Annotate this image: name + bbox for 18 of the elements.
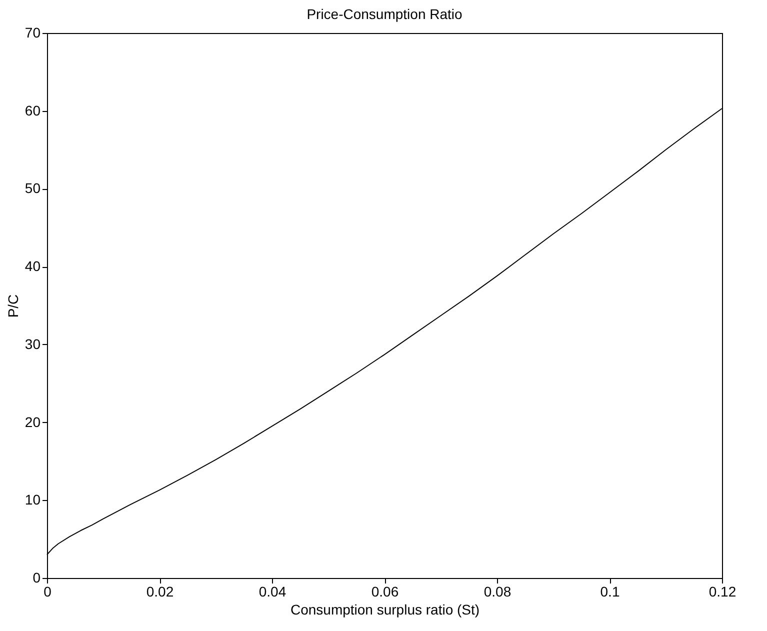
y-tick-label: 50 <box>24 180 41 196</box>
x-tick-label: 0 <box>44 584 52 600</box>
x-tick-label: 0.08 <box>484 584 512 600</box>
y-tick-label: 10 <box>24 492 41 508</box>
y-tick-label: 30 <box>24 336 41 352</box>
x-axis-title: Consumption surplus ratio (St) <box>290 602 480 618</box>
y-tick-label: 40 <box>24 258 41 274</box>
x-tick-label: 0.04 <box>258 584 286 600</box>
y-tick-label: 60 <box>24 102 41 118</box>
y-tick-label: 0 <box>32 570 41 586</box>
x-tick-label: 0.12 <box>708 584 736 600</box>
y-tick-label: 70 <box>24 24 41 40</box>
x-tick-label: 0.06 <box>371 584 399 600</box>
x-tick-label: 0.02 <box>146 584 174 600</box>
x-tick-label: 0.1 <box>600 584 620 600</box>
chart-title: Price-Consumption Ratio <box>306 6 463 22</box>
y-axis-title: P/C <box>4 294 21 318</box>
y-tick-label: 20 <box>24 414 41 430</box>
